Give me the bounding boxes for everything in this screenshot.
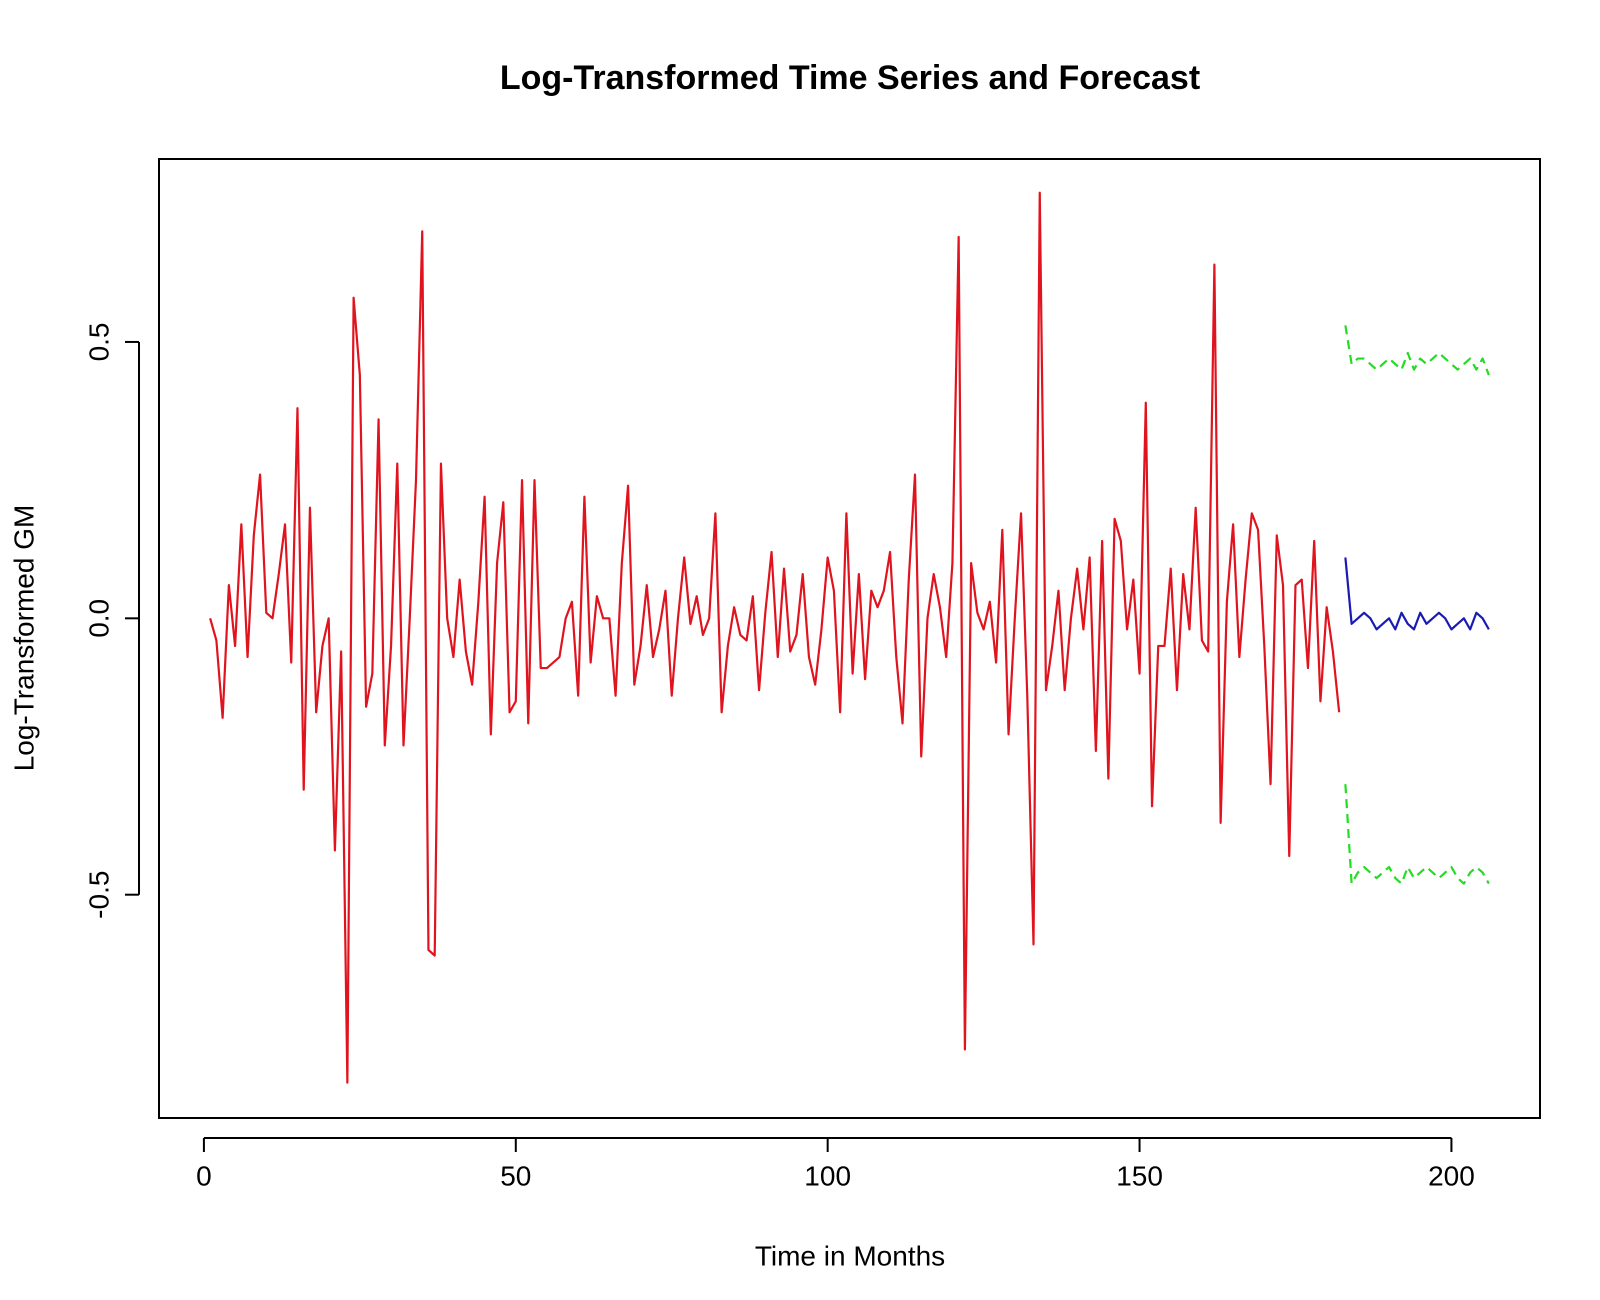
series-line [1344,325,1490,376]
plot-frame [158,158,1541,1119]
series-line [209,191,1341,1084]
y-axis-label: Log-Transformed GM [8,505,39,772]
y-tick-label: -0.5 [83,871,114,919]
x-tick-label: 50 [500,1160,531,1191]
x-tick-label: 200 [1428,1160,1475,1191]
series-line [1344,557,1490,631]
series-line [1344,784,1490,885]
x-axis-label: Time in Months [755,1240,945,1271]
y-tick-label: 0.0 [83,599,114,638]
x-tick-label: 100 [804,1160,851,1191]
y-tick-label: 0.5 [83,322,114,361]
x-tick-label: 0 [196,1160,212,1191]
chart-title: Log-Transformed Time Series and Forecast [500,59,1200,97]
x-tick-label: 150 [1116,1160,1163,1191]
